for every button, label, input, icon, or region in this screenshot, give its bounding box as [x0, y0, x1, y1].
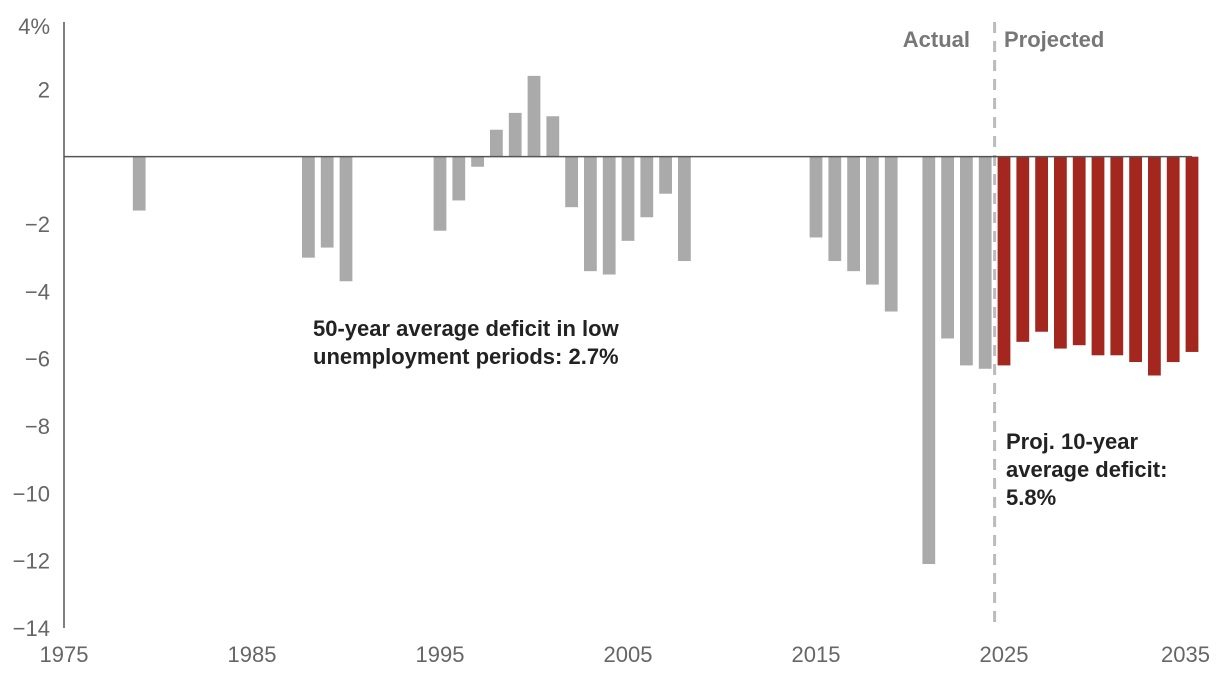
bar-projected-2030: [1091, 156, 1105, 356]
y-tick-label: −8: [25, 414, 50, 439]
bar-projected-2027: [1035, 156, 1048, 332]
bar-actual-2008: [678, 156, 691, 262]
x-tick-label: 2035: [1161, 642, 1210, 667]
y-tick-label: 4%: [18, 14, 50, 39]
bar-actual-1988: [302, 156, 315, 258]
bar-actual-1990: [339, 156, 353, 282]
bar-projected-2025: [997, 156, 1011, 366]
bar-actual-2015: [809, 156, 823, 238]
bar-actual-1999: [508, 112, 522, 157]
y-tick-label: 2: [38, 77, 50, 102]
y-tick-labels: 4% 2 −2 −4 −6 −8 −10 −12 −14: [13, 14, 50, 641]
bar-actual-2022: [941, 156, 954, 339]
bar-actual-1998: [490, 129, 503, 157]
bar-actual-2019: [884, 156, 898, 312]
x-tick-labels: 1975 1985 1995 2005 2015 2025 2035: [40, 642, 1210, 667]
bar-projected-2029: [1072, 156, 1086, 346]
projected-average-annotation-line-3: 5.8%: [1006, 485, 1056, 510]
bars-layer: [132, 75, 1199, 565]
bar-actual-2001: [546, 116, 560, 157]
x-tick-label: 1985: [228, 642, 277, 667]
bar-actual-1997: [471, 156, 484, 167]
bar-projected-2033: [1148, 156, 1161, 376]
y-tick-label: −10: [13, 481, 50, 506]
bar-projected-2026: [1016, 156, 1030, 342]
bar-projected-2028: [1054, 156, 1067, 349]
bar-actual-1989: [320, 156, 334, 248]
bar-actual-2018: [866, 156, 879, 285]
x-tick-label: 2015: [792, 642, 841, 667]
bar-actual-1996: [452, 156, 466, 201]
bar-projected-2031: [1110, 156, 1124, 356]
y-tick-label: −4: [25, 279, 50, 304]
low-unemployment-average-annotation-line-1: 50-year average deficit in low: [313, 316, 620, 341]
bar-actual-2024: [978, 156, 992, 369]
bar-actual-2000: [527, 75, 541, 157]
x-tick-label: 1995: [416, 642, 465, 667]
bar-actual-2007: [659, 156, 672, 194]
bar-actual-2005: [621, 156, 635, 241]
bar-actual-2003: [584, 156, 597, 272]
bar-actual-1995: [433, 156, 447, 231]
y-tick-label: −14: [13, 616, 50, 641]
bar-actual-2023: [960, 156, 973, 366]
bar-projected-2035: [1185, 156, 1199, 352]
actual-region-label: Actual: [903, 27, 970, 52]
bar-actual-2021: [922, 156, 936, 565]
projected-average-annotation-line-2: average deficit:: [1006, 457, 1167, 482]
bar-actual-1979: [132, 156, 146, 211]
low-unemployment-average-annotation-line-2: unemployment periods: 2.7%: [313, 344, 619, 369]
x-tick-label: 1975: [40, 642, 89, 667]
bar-projected-2032: [1129, 156, 1142, 363]
bar-actual-2017: [847, 156, 860, 272]
bar-projected-2034: [1166, 156, 1180, 363]
projected-region-label: Projected: [1004, 27, 1104, 52]
x-tick-label: 2005: [604, 642, 653, 667]
bar-actual-2016: [828, 156, 842, 262]
y-tick-label: −6: [25, 347, 50, 372]
y-tick-label: −2: [25, 212, 50, 237]
bar-actual-2004: [602, 156, 616, 275]
projected-average-annotation-line-1: Proj. 10-year: [1006, 429, 1139, 454]
bar-actual-2002: [565, 156, 578, 208]
bar-actual-2006: [640, 156, 654, 218]
y-tick-label: −12: [13, 549, 50, 574]
x-tick-label: 2025: [980, 642, 1029, 667]
